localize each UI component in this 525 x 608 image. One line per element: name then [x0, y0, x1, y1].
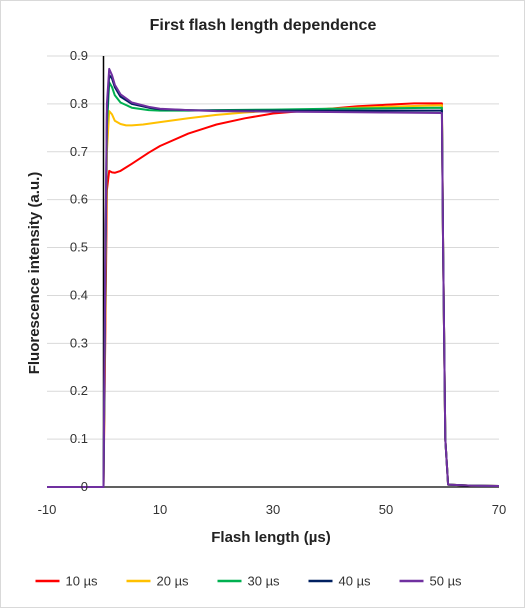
series-line	[47, 67, 500, 488]
y-axis-title: Fluorescence intensity (a.u.)	[26, 172, 43, 375]
legend-label: 30 µs	[248, 574, 281, 589]
legend-label: 50 µs	[430, 574, 463, 589]
y-tick-label: 0.6	[70, 192, 88, 207]
y-tick-label: 0	[81, 479, 88, 494]
y-tick-label: 0.8	[70, 96, 88, 111]
legend-label: 10 µs	[66, 574, 99, 589]
x-tick-label: 10	[153, 502, 167, 517]
x-tick-label: -10	[38, 502, 57, 517]
chart-title: First flash length dependence	[150, 17, 377, 34]
x-axis-title: Flash length (µs)	[211, 529, 330, 546]
gridlines	[47, 55, 499, 440]
y-tick-label: 0.9	[70, 48, 88, 63]
y-tick-label: 0.2	[70, 383, 88, 398]
series-line	[47, 74, 500, 488]
legend: 10 µs 20 µs 30 µs 40 µs 50 µs	[35, 574, 463, 589]
legend-label: 40 µs	[339, 574, 372, 589]
series-line	[47, 104, 500, 488]
x-tick-label: 70	[492, 502, 506, 517]
x-tick-label: 50	[379, 502, 393, 517]
legend-label: 20 µs	[157, 574, 190, 589]
y-tick-label: 0.7	[70, 144, 88, 159]
y-tick-label: 0.3	[70, 335, 88, 350]
x-tick-label: 30	[266, 502, 280, 517]
y-tick-label: 0.1	[70, 431, 88, 446]
y-tick-label: 0.4	[70, 287, 88, 302]
tick-labels: 0 0.1 0.2 0.3 0.4 0.5 0.6 0.7 0.8 0.9 -10 10 30 50 70	[38, 48, 507, 517]
series-lines	[47, 67, 500, 488]
series-line	[47, 81, 500, 488]
y-tick-label: 0.5	[70, 240, 88, 255]
